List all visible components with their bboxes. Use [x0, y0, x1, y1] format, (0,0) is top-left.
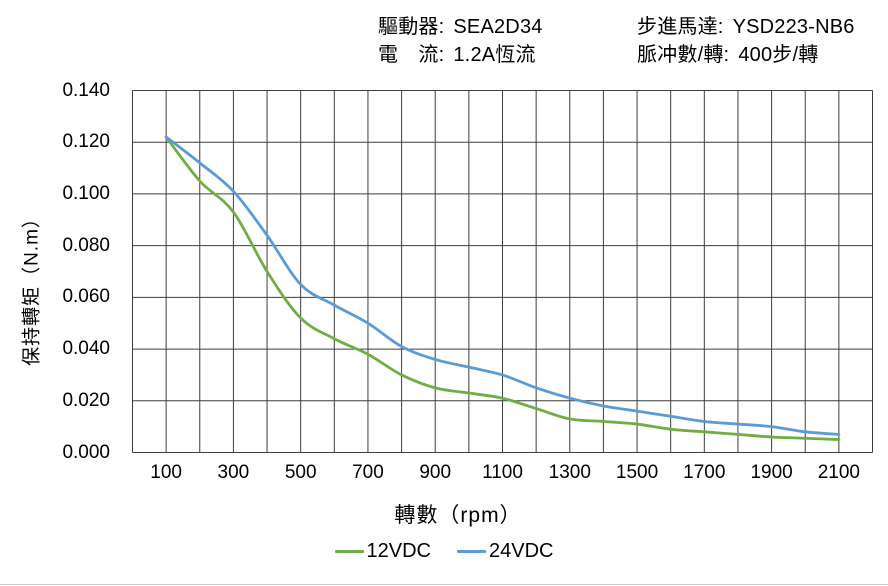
- legend-item-24VDC: 24VDC: [457, 540, 553, 563]
- y-tick-label: 0.000: [62, 441, 110, 463]
- pulses-label: 脈冲數/轉:: [637, 44, 730, 66]
- chart-legend: 12VDC 24VDC: [0, 540, 888, 563]
- motor-spec: 步進馬達: YSD223-NB6: [637, 10, 855, 39]
- x-tick-label: 900: [419, 462, 452, 483]
- y-tick-label: 0.020: [62, 389, 110, 411]
- driver-label: 驅動器:: [378, 16, 445, 38]
- y-tick-label: 0.120: [62, 131, 110, 153]
- series-line-12VDC: [164, 135, 841, 441]
- plot-area: [132, 90, 873, 453]
- legend-line-swatch: [334, 550, 364, 553]
- y-tick-label: 0.080: [62, 234, 110, 256]
- chart-canvas: [132, 90, 873, 453]
- x-tick-label: 2100: [817, 462, 860, 483]
- pulses-spec: 脈冲數/轉: 400步/轉: [637, 38, 818, 67]
- current-value: 1.2A恆流: [453, 44, 536, 66]
- legend-item-12VDC: 12VDC: [334, 540, 431, 563]
- x-tick-label: 1900: [750, 462, 793, 483]
- pulses-value: 400步/轉: [738, 44, 819, 66]
- x-tick-label: 100: [150, 462, 182, 483]
- y-tick-label: 0.100: [62, 182, 110, 204]
- x-tick-label: 500: [284, 462, 317, 483]
- y-tick-label: 0.060: [62, 286, 110, 308]
- x-tick-label: 1500: [615, 462, 659, 483]
- legend-line-swatch: [457, 550, 486, 553]
- motor-label: 步進馬達:: [637, 16, 724, 38]
- series-line-24VDC: [164, 135, 841, 436]
- x-tick-label: 300: [217, 462, 250, 483]
- driver-value: SEA2D34: [453, 16, 543, 38]
- x-tick-label: 1300: [548, 462, 591, 483]
- y-tick-label: 0.040: [62, 338, 110, 360]
- current-spec: 電 流: 1.2A恆流: [378, 38, 536, 67]
- x-tick-label: 700: [352, 462, 384, 483]
- driver-spec: 驅動器: SEA2D34: [378, 10, 543, 39]
- x-tick-label: 1100: [482, 462, 523, 483]
- x-axis-tick-labels: 100 300 500 700 900 1100 1300 1500 1700 1900 2100: [132, 462, 873, 486]
- motor-value: YSD223-NB6: [732, 16, 855, 38]
- y-axis-tick-labels: 0.000 0.020 0.040 0.060 0.080 0.100 0.120 0.140: [0, 80, 110, 463]
- current-label: 電 流:: [378, 44, 445, 66]
- y-tick-label: 0.140: [62, 79, 110, 101]
- legend-label: 24VDC: [489, 540, 554, 562]
- bottom-divider: [0, 584, 888, 585]
- x-tick-label: 1700: [683, 462, 726, 483]
- legend-label: 12VDC: [366, 540, 431, 562]
- x-axis-title: 轉數（rpm）: [394, 504, 522, 527]
